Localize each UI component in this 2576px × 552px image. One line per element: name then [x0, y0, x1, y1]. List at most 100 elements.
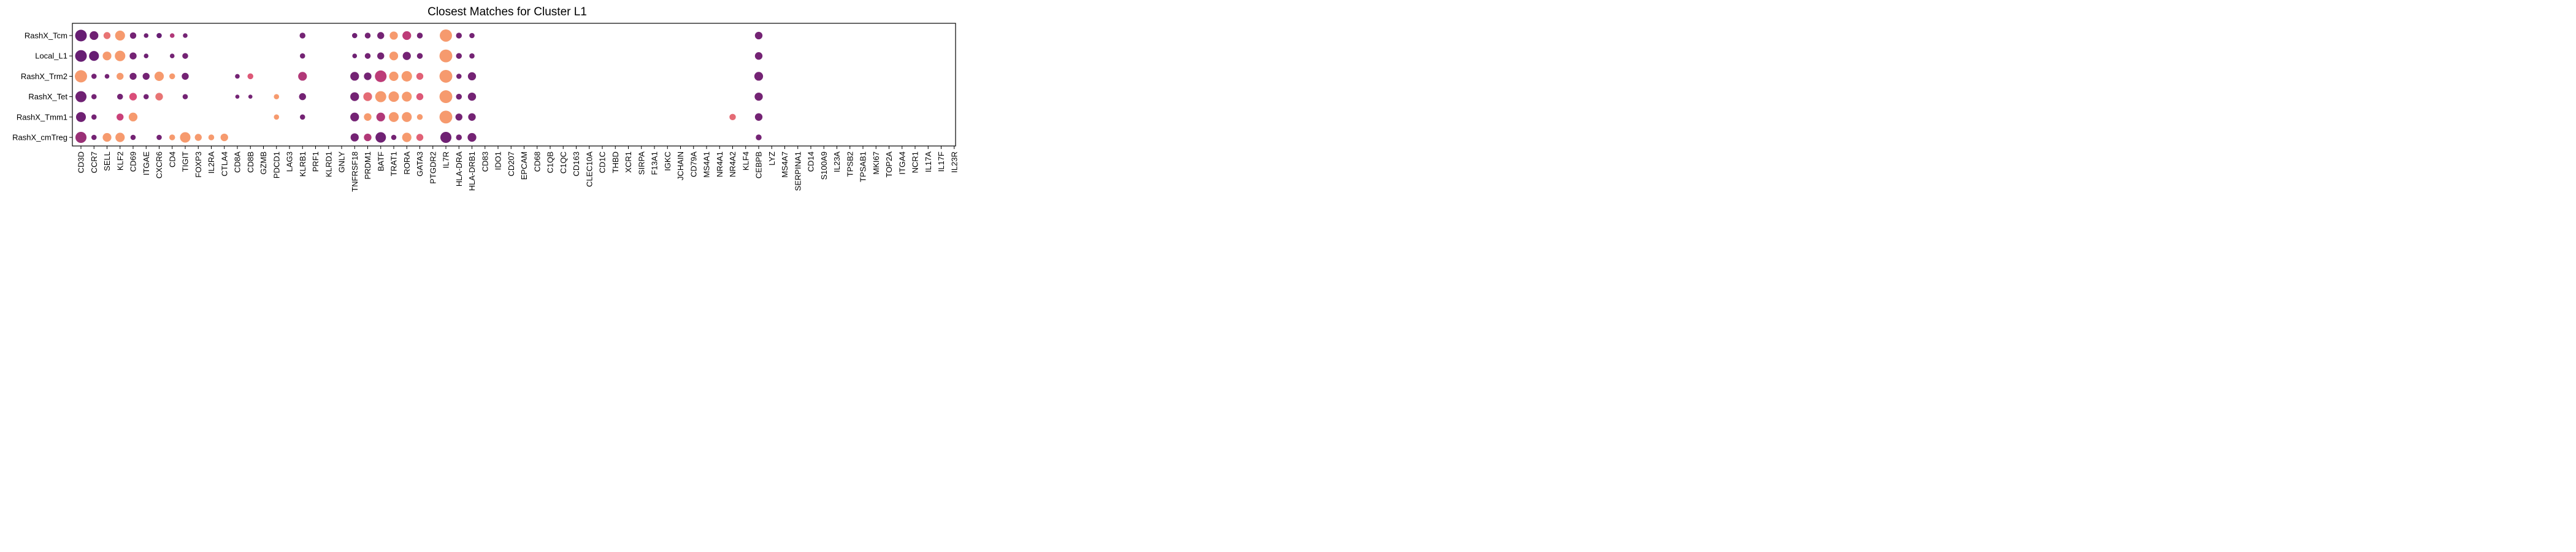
dot-RashX_Tet-GATA3 [416, 93, 424, 101]
dot-RashX_Tmm1-CD69 [128, 112, 138, 121]
dot-Local_L1-ITGAE [144, 53, 149, 58]
x-tick-label: CD8B [246, 151, 255, 173]
dot-Local_L1-TRAT1 [389, 52, 399, 61]
x-tick-label: GZMB [259, 151, 268, 175]
dot-RashX_Tmm1-PDCD1 [274, 114, 280, 120]
dot-RashX_Trm2-IL7R [439, 69, 453, 83]
dot-RashX_Tet-TRAT1 [388, 91, 399, 102]
x-tick-label: TIGIT [181, 151, 190, 172]
x-tick-label: PRDM1 [363, 151, 372, 180]
dot-RashX_Tet-PRDM1 [363, 92, 372, 101]
x-tick-label: SELL [102, 151, 112, 171]
dot-RashX_Tmm1-PRDM1 [364, 113, 372, 121]
dot-RashX_Tet-CD8A [235, 94, 240, 99]
dot-Local_L1-CD4 [169, 53, 175, 58]
y-tick-label: RashX_Tcm [25, 31, 67, 40]
dot-RashX_Tcm-TNFRSF18 [351, 33, 358, 39]
dot-RashX_Tet-HLA-DRA [456, 93, 462, 100]
x-axis: CD3D CCR7 SELL KLF2 CD69 ITGAE CXCR6 CD4 TIGIT FO… [77, 146, 959, 192]
dot-RashX_Tcm-TRAT1 [389, 31, 398, 40]
dot-RashX_Tcm-IL7R [440, 29, 452, 42]
dot-RashX_Tcm-GATA3 [416, 33, 423, 39]
dot-RashX_cmTreg-CEBPB [756, 134, 762, 140]
dot-RashX_Tmm1-CD3D [75, 112, 86, 122]
x-tick-label: CD79A [689, 151, 698, 177]
dot-RashX_Trm2-CD3D [75, 70, 87, 83]
dot-RashX_cmTreg-CD69 [130, 134, 136, 140]
x-tick-label: TNFRSF18 [350, 151, 359, 192]
x-tick-label: NR4A1 [715, 151, 724, 177]
dot-RashX_Tcm-KLF2 [115, 30, 125, 41]
dot-Local_L1-BATF [377, 52, 385, 59]
x-tick-label: CCR7 [90, 151, 99, 173]
x-tick-label: HLA-DRB1 [467, 151, 477, 191]
dot-RashX_Tet-BATF [375, 91, 386, 102]
dot-RashX_Tet-CXCR6 [155, 93, 163, 101]
x-tick-label: CXCR6 [155, 151, 164, 178]
dot-RashX_Trm2-CD4 [169, 73, 175, 80]
dot-Local_L1-CEBPB [754, 52, 763, 60]
dot-RashX_cmTreg-TRAT1 [391, 134, 397, 140]
dot-RashX_Tcm-BATF [377, 32, 385, 39]
dot-RashX_Tmm1-BATF [376, 112, 385, 121]
x-tick-label: S100A9 [819, 151, 829, 180]
y-tick-label: RashX_Trm2 [21, 72, 67, 81]
dot-RashX_Tcm-ITGAE [144, 33, 149, 38]
dot-RashX_cmTreg-RORA [402, 132, 412, 142]
x-tick-label: CD83 [480, 151, 489, 172]
x-tick-label: LYZ [767, 151, 776, 166]
dot-RashX_Tet-CD8B [248, 94, 253, 99]
x-tick-label: NR4A2 [728, 151, 737, 177]
dot-plot-chart: Closest Matches for Cluster L1 RashX_Tcm… [0, 0, 962, 206]
dot-RashX_Trm2-TRAT1 [389, 71, 399, 81]
dot-RashX_Trm2-SELL [104, 74, 110, 79]
dot-RashX_Trm2-CCR7 [91, 74, 97, 79]
x-tick-label: TOP2A [884, 151, 894, 178]
dot-RashX_Trm2-GATA3 [416, 72, 424, 80]
dot-RashX_Tcm-PRDM1 [364, 33, 371, 39]
y-tick-label: Local_L1 [35, 52, 67, 61]
dot-RashX_cmTreg-CCR7 [91, 134, 97, 140]
dot-RashX_Tcm-CCR7 [90, 31, 99, 40]
x-tick-label: EPCAM [519, 151, 529, 180]
dot-RashX_Tcm-SELL [103, 32, 111, 39]
x-tick-label: GNLY [337, 151, 347, 173]
dot-Local_L1-RORA [402, 52, 411, 60]
dot-RashX_Trm2-CD8B [247, 73, 253, 80]
dot-RashX_Tmm1-CEBPB [754, 113, 763, 121]
x-tick-label: CD163 [572, 151, 581, 176]
dot-RashX_Tet-CD3D [75, 91, 87, 102]
x-tick-label: CD8A [233, 151, 242, 173]
x-tick-label: MKI67 [872, 151, 881, 175]
dot-RashX_cmTreg-CTLA4 [220, 133, 228, 142]
dot-plot-svg: Closest Matches for Cluster L1 RashX_Tcm… [12, 6, 959, 192]
dot-RashX_Tcm-CXCR6 [156, 33, 162, 39]
dot-RashX_cmTreg-SELL [102, 132, 112, 142]
x-tick-label: SERPINA1 [793, 151, 802, 191]
x-tick-label: TPSB2 [845, 151, 854, 177]
dot-RashX_Tcm-CD3D [75, 29, 87, 42]
dot-RashX_Tet-IL7R [439, 90, 453, 104]
y-tick-label: RashX_Tet [28, 92, 67, 101]
dot-Local_L1-KLRB1 [299, 53, 305, 59]
dot-RashX_Tet-RORA [402, 91, 412, 102]
dot-RashX_Tet-ITGAE [143, 94, 149, 99]
dot-Local_L1-TIGIT [182, 53, 188, 59]
dot-RashX_Tcm-HLA-DRB1 [469, 33, 475, 39]
dot-RashX_cmTreg-GATA3 [416, 134, 424, 141]
dot-RashX_Trm2-HLA-DRB1 [467, 72, 477, 81]
x-tick-label: IL23R [949, 151, 959, 173]
dot-RashX_Tmm1-CCR7 [91, 114, 97, 120]
x-tick-label: MS4A1 [702, 151, 711, 178]
x-tick-label: KLF2 [115, 151, 125, 171]
dot-RashX_Trm2-TIGIT [182, 72, 189, 80]
dot-RashX_cmTreg-IL7R [440, 131, 452, 144]
dot-RashX_Trm2-BATF [375, 70, 387, 82]
x-tick-label: CEBPB [754, 151, 764, 178]
x-tick-label: PTGDR2 [428, 151, 437, 184]
dot-RashX_Trm2-ITGAE [142, 72, 150, 80]
dot-RashX_cmTreg-FOXP3 [194, 134, 202, 141]
dot-RashX_Tcm-TIGIT [183, 33, 188, 38]
dot-Local_L1-IL7R [439, 49, 453, 63]
dot-RashX_Trm2-HLA-DRA [456, 74, 462, 79]
